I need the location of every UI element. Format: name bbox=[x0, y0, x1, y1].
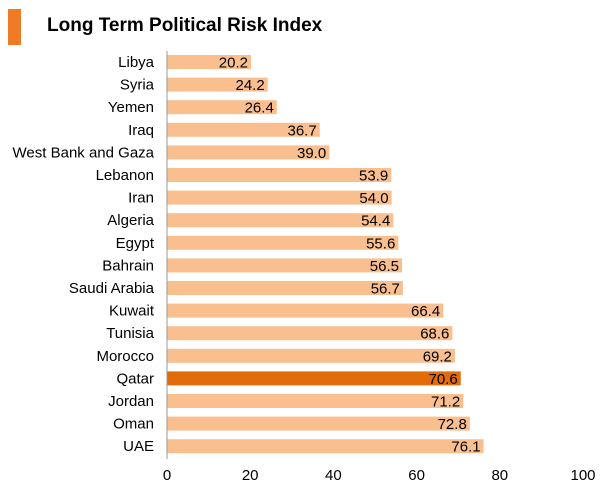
value-label-egypt: 55.6 bbox=[366, 235, 395, 252]
category-label-libya: Libya bbox=[118, 54, 155, 71]
bar-oman bbox=[167, 416, 470, 431]
value-label-bahrain: 56.5 bbox=[370, 258, 399, 275]
category-label-syria: Syria bbox=[120, 77, 155, 94]
category-label-yemen: Yemen bbox=[108, 99, 154, 116]
category-label-tunisia: Tunisia bbox=[106, 325, 154, 342]
bar-egypt bbox=[167, 235, 399, 250]
value-label-lebanon: 53.9 bbox=[359, 168, 388, 185]
bar-tunisia bbox=[167, 326, 453, 341]
bar-algeria bbox=[167, 213, 394, 228]
bar-yemen bbox=[167, 100, 277, 115]
value-label-saudi-arabia: 56.7 bbox=[371, 281, 400, 298]
x-tick-label-100: 100 bbox=[570, 467, 595, 484]
x-tick-label-80: 80 bbox=[491, 467, 508, 484]
value-labels: 20.2 24.2 26.4 36.7 39.0 53.9 54.0 54.4 55.6 56.5… bbox=[219, 55, 481, 456]
bar-morocco bbox=[167, 348, 455, 363]
bar-iraq bbox=[167, 122, 320, 137]
x-tick-labels: 0 20 40 60 80 100 bbox=[163, 467, 596, 484]
category-label-morocco: Morocco bbox=[96, 348, 154, 365]
category-label-west-bank-and-gaza: West Bank and Gaza bbox=[13, 144, 155, 161]
bar-uae bbox=[167, 439, 484, 454]
bar-jordan bbox=[167, 394, 464, 408]
category-label-egypt: Egypt bbox=[116, 235, 155, 252]
bar-saudi-arabia bbox=[167, 281, 403, 295]
x-tick-label-0: 0 bbox=[163, 467, 171, 484]
title-accent-bar bbox=[8, 9, 21, 45]
value-label-kuwait: 66.4 bbox=[411, 303, 440, 320]
value-label-yemen: 26.4 bbox=[245, 100, 274, 117]
bar-bahrain bbox=[167, 258, 402, 273]
value-label-libya: 20.2 bbox=[219, 55, 248, 72]
category-label-bahrain: Bahrain bbox=[102, 257, 154, 274]
category-label-iran: Iran bbox=[128, 190, 154, 207]
bars-group bbox=[167, 55, 484, 454]
value-label-qatar: 70.6 bbox=[428, 371, 457, 388]
x-tick-label-60: 60 bbox=[408, 467, 425, 484]
bar-qatar bbox=[167, 371, 461, 386]
value-label-oman: 72.8 bbox=[438, 416, 467, 433]
category-label-saudi-arabia: Saudi Arabia bbox=[69, 280, 155, 297]
category-label-algeria: Algeria bbox=[107, 212, 154, 229]
value-label-algeria: 54.4 bbox=[361, 213, 390, 230]
category-label-lebanon: Lebanon bbox=[96, 167, 154, 184]
value-label-syria: 24.2 bbox=[235, 77, 264, 94]
x-tick-label-40: 40 bbox=[325, 467, 342, 484]
x-tick-label-20: 20 bbox=[242, 467, 259, 484]
bar-lebanon bbox=[167, 168, 392, 182]
value-label-west-bank-and-gaza: 39.0 bbox=[297, 145, 326, 162]
category-label-uae: UAE bbox=[123, 438, 154, 455]
chart-title: Long Term Political Risk Index bbox=[47, 15, 323, 36]
value-label-iran: 54.0 bbox=[359, 190, 388, 207]
value-label-jordan: 71.2 bbox=[431, 394, 460, 411]
bar-iran bbox=[167, 190, 392, 205]
value-label-uae: 76.1 bbox=[451, 439, 480, 456]
bar-syria bbox=[167, 77, 268, 92]
category-label-kuwait: Kuwait bbox=[109, 303, 155, 320]
category-label-jordan: Jordan bbox=[108, 393, 154, 410]
category-label-iraq: Iraq bbox=[128, 122, 154, 139]
bar-libya bbox=[167, 55, 251, 69]
category-label-qatar: Qatar bbox=[116, 370, 154, 387]
bar-kuwait bbox=[167, 303, 444, 318]
value-label-iraq: 36.7 bbox=[287, 122, 316, 139]
category-label-oman: Oman bbox=[113, 416, 154, 433]
bar-west-bank-and-gaza bbox=[167, 145, 330, 160]
value-label-tunisia: 68.6 bbox=[420, 326, 449, 343]
category-labels: Libya Syria Yemen Iraq West Bank and Gaza Leb… bbox=[13, 54, 155, 455]
value-label-morocco: 69.2 bbox=[423, 348, 452, 365]
